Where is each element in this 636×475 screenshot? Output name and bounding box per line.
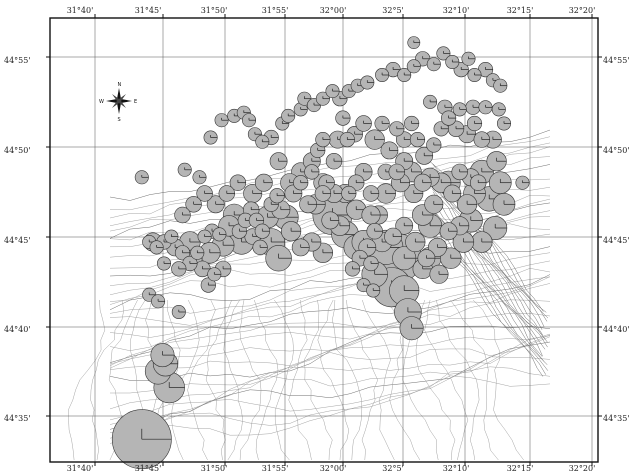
lat-label-right: 44°55' bbox=[603, 56, 630, 65]
depth-contour bbox=[109, 252, 551, 314]
compass-west-label: W bbox=[99, 99, 104, 105]
depth-contour bbox=[346, 299, 378, 461]
lon-label-bottom: 32°20' bbox=[569, 464, 596, 473]
depth-contour bbox=[432, 216, 548, 365]
depth-contour bbox=[223, 299, 243, 461]
compass-north-label: N bbox=[118, 82, 122, 88]
lon-label-bottom: 32°00' bbox=[320, 464, 347, 473]
longitude-labels-bottom: 31°40' 31°45' 31°50' 31°55' 32°00' 32°5'… bbox=[67, 464, 596, 473]
depth-contour bbox=[303, 299, 333, 461]
station-circles bbox=[111, 36, 530, 470]
lat-label-right: 44°35' bbox=[603, 414, 630, 423]
lon-label-top: 31°40' bbox=[67, 6, 94, 15]
lat-label-right: 44°40' bbox=[603, 325, 630, 334]
latitude-labels-right: 44°55' 44°50' 44°45' 44°40' 44°35' bbox=[603, 56, 630, 423]
lat-label-left: 44°35' bbox=[4, 414, 31, 423]
lon-label-top: 32°15' bbox=[507, 6, 534, 15]
lat-label-left: 44°50' bbox=[4, 146, 31, 155]
depth-contour bbox=[68, 299, 106, 461]
depth-contour bbox=[472, 299, 524, 461]
depth-contour bbox=[254, 299, 279, 461]
depth-contour bbox=[109, 283, 551, 367]
lon-label-bottom: 32°5' bbox=[382, 464, 403, 473]
lon-label-top: 31°50' bbox=[201, 6, 228, 15]
lat-label-right: 44°50' bbox=[603, 146, 630, 155]
lon-label-bottom: 31°45' bbox=[135, 464, 162, 473]
longitude-labels-top: 31°40' 31°45' 31°50' 31°55' 32°00' 32°5'… bbox=[67, 6, 596, 15]
depth-contour bbox=[288, 299, 312, 461]
depth-contour bbox=[109, 356, 551, 433]
depth-contour bbox=[109, 335, 551, 425]
depth-contour bbox=[362, 299, 395, 461]
depth-contour bbox=[435, 299, 480, 461]
depth-contour bbox=[431, 188, 546, 340]
lat-label-left: 44°40' bbox=[4, 325, 31, 334]
depth-contour bbox=[109, 375, 551, 445]
depth-contour bbox=[109, 276, 551, 351]
lon-label-bottom: 31°55' bbox=[262, 464, 289, 473]
lon-label-top: 32°00' bbox=[320, 6, 347, 15]
lat-label-left: 44°45' bbox=[4, 236, 31, 245]
lat-label-right: 44°45' bbox=[603, 236, 630, 245]
lon-label-bottom: 32°15' bbox=[507, 464, 534, 473]
depth-contour bbox=[205, 299, 232, 461]
depth-contour bbox=[109, 325, 551, 382]
depth-contour bbox=[109, 268, 551, 338]
depth-contour bbox=[332, 299, 363, 461]
depth-contour bbox=[109, 334, 551, 421]
lat-label-left: 44°55' bbox=[4, 56, 31, 65]
depth-contour bbox=[109, 336, 551, 410]
lon-label-bottom: 31°50' bbox=[201, 464, 228, 473]
depth-contour bbox=[109, 312, 551, 370]
lon-label-bottom: 31°40' bbox=[67, 464, 94, 473]
compass-east-label: E bbox=[134, 99, 137, 105]
depth-contour bbox=[109, 274, 551, 363]
lon-label-top: 32°20' bbox=[569, 6, 596, 15]
depth-contour bbox=[430, 196, 548, 348]
depth-contour bbox=[428, 225, 547, 375]
lon-label-top: 32°10' bbox=[443, 6, 470, 15]
depth-contour bbox=[109, 366, 551, 439]
compass-south-label: S bbox=[118, 117, 121, 123]
depth-contour bbox=[187, 299, 216, 461]
depth-contour bbox=[90, 299, 125, 461]
lon-label-top: 32°5' bbox=[382, 6, 403, 15]
depth-contour bbox=[274, 299, 294, 461]
depth-contour bbox=[450, 299, 499, 461]
depth-contour bbox=[109, 276, 551, 369]
lon-label-top: 31°55' bbox=[262, 6, 289, 15]
compass-rose-icon: N S E W bbox=[99, 82, 137, 123]
lon-label-bottom: 32°10' bbox=[443, 464, 470, 473]
lon-label-top: 31°45' bbox=[135, 6, 162, 15]
depth-contour bbox=[239, 299, 262, 461]
latitude-labels-left: 44°55' 44°50' 44°45' 44°40' 44°35' bbox=[4, 56, 31, 423]
map-frame bbox=[49, 17, 599, 463]
depth-contour bbox=[317, 299, 350, 461]
depth-contour bbox=[424, 299, 469, 461]
depth-contour bbox=[109, 341, 551, 430]
